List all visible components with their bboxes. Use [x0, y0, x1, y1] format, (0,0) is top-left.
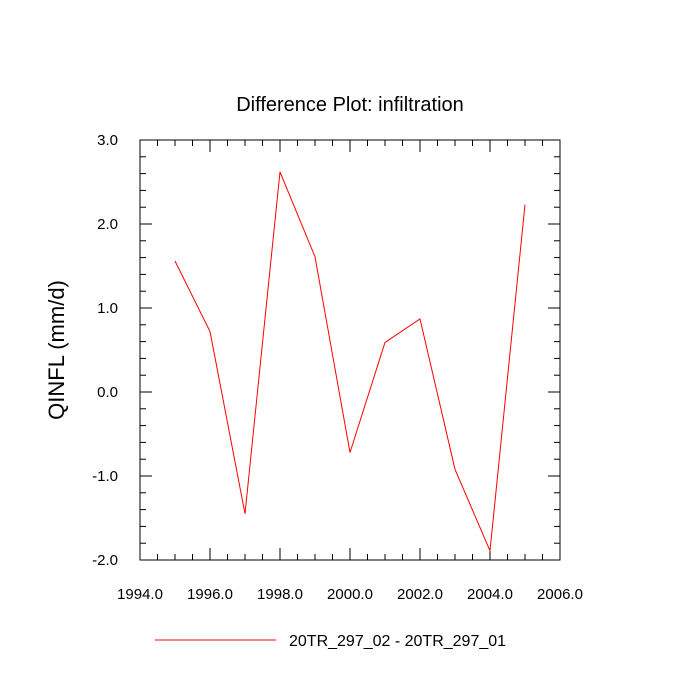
- axis-ticks: [139, 139, 561, 561]
- y-tick-label: 2.0: [97, 216, 118, 233]
- plot-frame: [139, 139, 561, 561]
- legend: 20TR_297_02 - 20TR_297_01: [155, 633, 506, 650]
- chart-title: Difference Plot: infiltration: [236, 94, 464, 116]
- y-axis-label: QINFL (mm/d): [44, 280, 69, 420]
- x-tick-label: 2006.0: [537, 586, 583, 603]
- x-tick-label: 2000.0: [327, 586, 373, 603]
- x-tick-label: 2002.0: [397, 586, 443, 603]
- x-tick-label: 2004.0: [467, 586, 513, 603]
- legend-label: 20TR_297_02 - 20TR_297_01: [289, 633, 506, 650]
- y-tick-label: 0.0: [97, 384, 118, 401]
- y-axis-tick-labels: 3.0 2.0 1.0 0.0 -1.0 -2.0: [92, 132, 118, 569]
- series-line: [174, 171, 526, 553]
- y-tick-label: -2.0: [92, 552, 118, 569]
- x-axis-tick-labels: 1994.0 1996.0 1998.0 2000.0 2002.0 2004.0 2006…: [117, 586, 583, 603]
- y-tick-label: 1.0: [97, 300, 118, 317]
- x-tick-label: 1994.0: [117, 586, 163, 603]
- series-layer: [174, 171, 526, 553]
- x-tick-label: 1996.0: [187, 586, 233, 603]
- x-tick-label: 1998.0: [257, 586, 303, 603]
- y-tick-label: -1.0: [92, 468, 118, 485]
- y-tick-label: 3.0: [97, 132, 118, 149]
